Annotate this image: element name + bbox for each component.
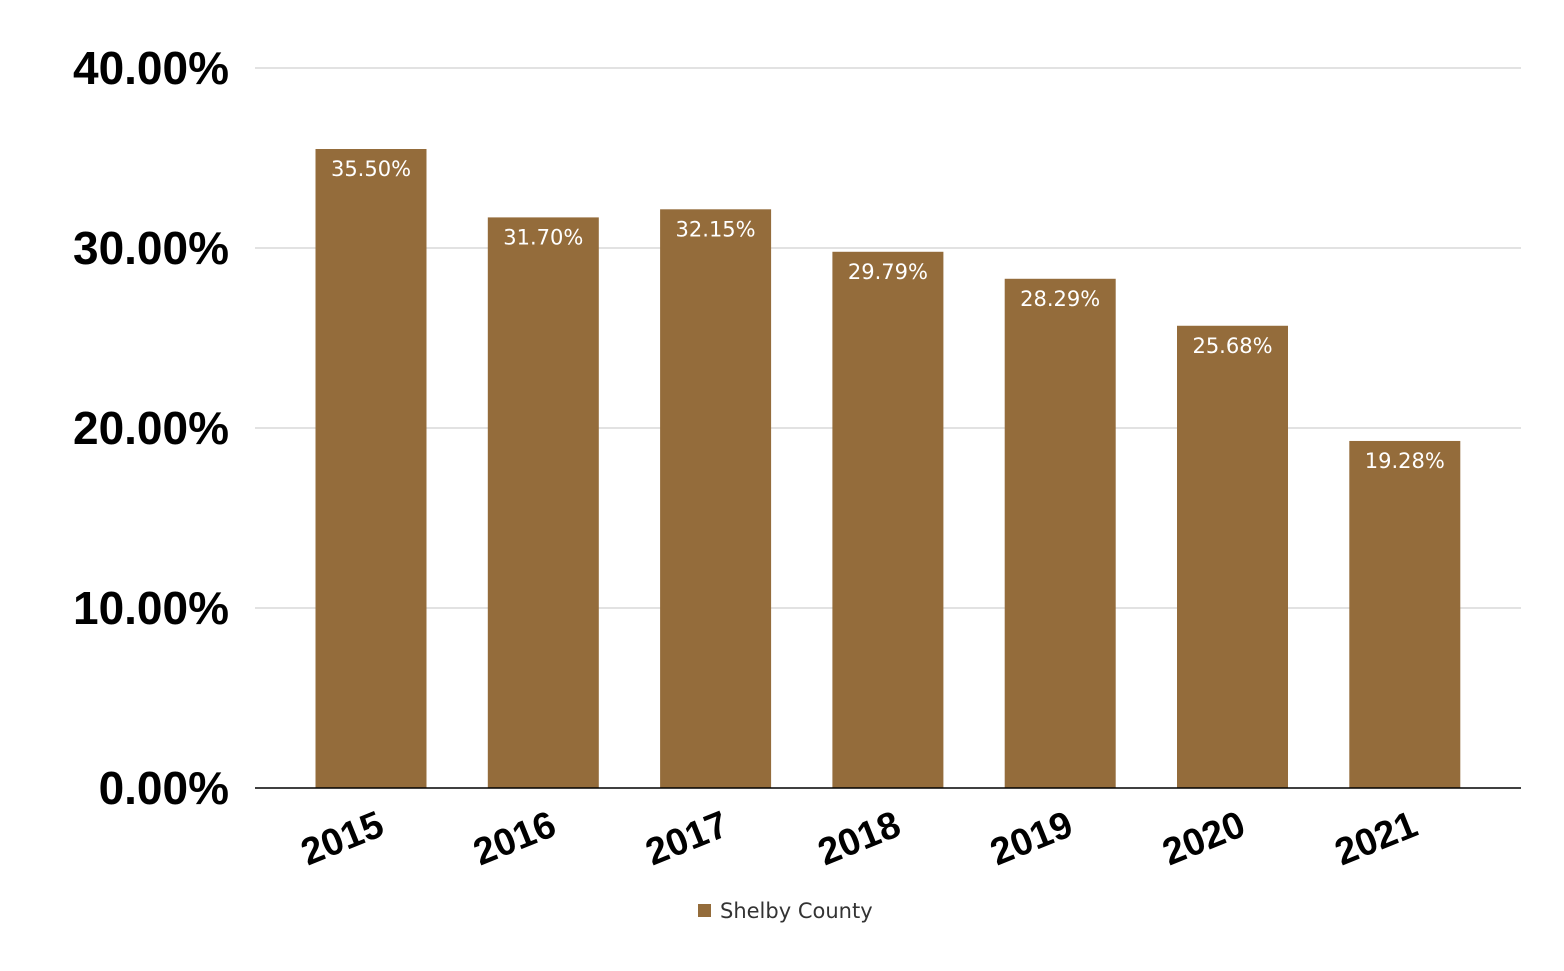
bar-2018 [832,251,944,788]
bar-2020 [1177,325,1288,788]
y-tick-label: 0.00% [99,762,229,814]
y-tick-label: 40.00% [73,42,229,94]
x-tick-label-2020: 2020 [1157,804,1251,875]
x-axis-tick-labels: 2015 2016 2017 2018 2019 2020 2021 [295,804,1423,875]
x-tick-label-2017: 2017 [640,804,734,875]
data-label-2019: 28.29% [1020,287,1100,311]
data-label-2021: 19.28% [1365,449,1445,473]
bars: 35.50% 31.70% 32.15% 29.79% 28.29% 25.68% 19.2… [315,149,1461,789]
legend: Shelby County [698,899,873,923]
x-tick-label-2018: 2018 [812,804,906,875]
y-tick-label: 20.00% [73,402,229,454]
legend-swatch [698,904,711,917]
x-tick-label-2015: 2015 [295,804,389,875]
data-label-2017: 32.15% [676,217,756,241]
x-tick-label-2021: 2021 [1329,804,1423,875]
y-tick-label: 30.00% [73,222,229,274]
bar-2019 [1004,278,1116,788]
bar-2016 [487,217,599,788]
data-label-2020: 25.68% [1192,334,1272,358]
y-axis-tick-labels: 0.00% 10.00% 20.00% 30.00% 40.00% [73,42,229,814]
legend-label-shelby-county: Shelby County [720,899,873,923]
y-tick-label: 10.00% [73,582,229,634]
x-tick-label-2016: 2016 [468,804,562,875]
bar-2015 [315,149,427,788]
bar-2021 [1349,440,1461,788]
bar-2017 [660,209,772,789]
data-label-2015: 35.50% [331,157,411,181]
x-tick-label-2019: 2019 [985,804,1079,875]
data-label-2016: 31.70% [503,225,583,249]
data-label-2018: 29.79% [848,260,928,284]
